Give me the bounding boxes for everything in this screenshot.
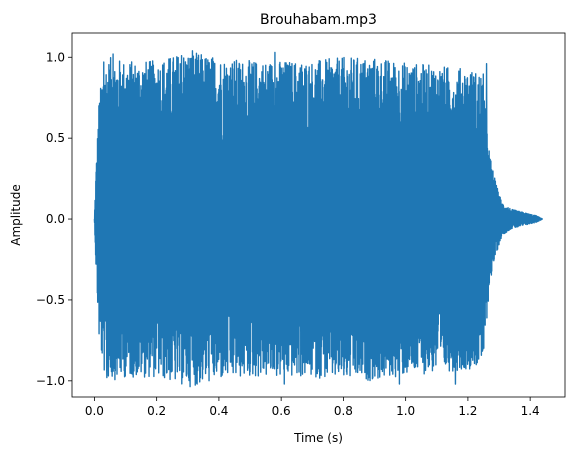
y-tick-label: −0.5 <box>36 293 65 307</box>
x-tick-label: 1.4 <box>521 404 540 418</box>
x-tick-label: 1.0 <box>396 404 415 418</box>
y-tick-label: 0.0 <box>46 212 65 226</box>
y-axis-label: Amplitude <box>9 184 23 246</box>
x-tick-label: 0.4 <box>209 404 228 418</box>
axes-frame <box>71 32 566 398</box>
y-tick-label: 1.0 <box>46 50 65 64</box>
x-axis: 0.0 0.2 0.4 0.6 0.8 1.0 1.2 1.4 <box>85 397 540 418</box>
chart-title: Brouhabam.mp3 <box>260 12 377 28</box>
waveform-series-line <box>93 50 544 388</box>
x-axis-label: Time (s) <box>293 431 343 445</box>
x-tick-label: 0.8 <box>334 404 353 418</box>
y-tick-label: −1.0 <box>36 374 65 388</box>
x-tick-label: 0.6 <box>272 404 291 418</box>
x-tick-label: 0.0 <box>85 404 104 418</box>
y-axis: −1.0 −0.5 0.0 0.5 1.0 <box>36 50 72 388</box>
plot-area <box>93 50 544 388</box>
x-tick-label: 1.2 <box>458 404 477 418</box>
x-tick-label: 0.2 <box>147 404 166 418</box>
y-tick-label: 0.5 <box>46 131 65 145</box>
